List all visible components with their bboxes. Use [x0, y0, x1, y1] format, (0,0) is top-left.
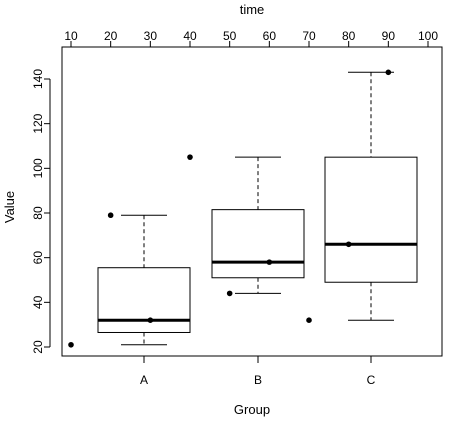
- x-axis: A B C: [140, 355, 376, 387]
- y-tick-label: 100: [31, 158, 45, 178]
- top-tick-label: 10: [64, 29, 78, 43]
- x-tick-label: B: [254, 373, 262, 387]
- box-group-b: [211, 156, 305, 294]
- top-axis-title: time: [240, 2, 265, 17]
- box: [97, 267, 191, 333]
- top-tick-label: 50: [223, 29, 237, 43]
- top-tick-label: 60: [263, 29, 277, 43]
- data-point: [147, 317, 154, 324]
- x-tick-label: C: [367, 373, 376, 387]
- data-point: [306, 317, 312, 324]
- box-group-c: [324, 71, 418, 321]
- top-tick-label: 30: [144, 29, 158, 43]
- box-group-a: [97, 214, 191, 346]
- data-point: [385, 69, 392, 76]
- data-point: [68, 341, 74, 348]
- x-axis-title: Group: [234, 402, 270, 417]
- y-tick-label: 80: [31, 206, 45, 220]
- y-tick-label: 140: [31, 69, 45, 89]
- top-tick-label: 80: [342, 29, 356, 43]
- y-axis: 20 40 60 80 100 120 140: [31, 69, 51, 354]
- top-tick-label: 100: [418, 29, 438, 43]
- data-point: [345, 241, 352, 248]
- y-tick-label: 20: [31, 340, 45, 354]
- data-point: [107, 212, 114, 219]
- points: [68, 69, 392, 348]
- top-tick-label: 70: [302, 29, 316, 43]
- top-tick-label: 20: [104, 29, 118, 43]
- top-tick-label: 40: [183, 29, 197, 43]
- data-point: [226, 290, 233, 297]
- top-tick-label: 90: [382, 29, 396, 43]
- y-axis-title: Value: [2, 191, 17, 223]
- boxes: [97, 71, 418, 346]
- x-tick-label: A: [140, 373, 148, 387]
- y-tick-label: 120: [31, 113, 45, 133]
- data-point: [266, 259, 273, 265]
- data-point: [187, 154, 193, 160]
- y-tick-label: 40: [31, 295, 45, 309]
- box: [211, 209, 305, 279]
- box: [324, 156, 418, 283]
- top-axis: 10 20 30 40 50 60 70 80 90 100: [64, 29, 438, 48]
- y-tick-label: 60: [31, 251, 45, 265]
